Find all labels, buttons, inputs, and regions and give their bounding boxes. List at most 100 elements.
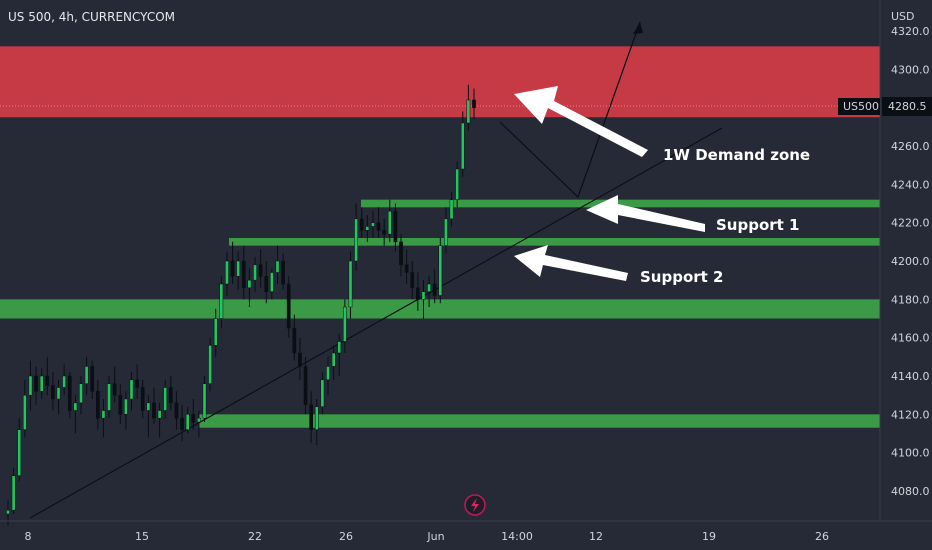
trendlines-layer bbox=[0, 21, 880, 519]
demand-arrow[interactable] bbox=[514, 86, 648, 157]
support-zone-4[interactable] bbox=[199, 414, 880, 428]
candle-body[interactable] bbox=[326, 366, 330, 381]
candle-body[interactable] bbox=[202, 383, 207, 419]
candle-body[interactable] bbox=[298, 352, 302, 367]
time-tick-label: 12 bbox=[589, 530, 603, 543]
candle-body[interactable] bbox=[343, 306, 347, 342]
candle-body[interactable] bbox=[101, 410, 106, 419]
candle-body[interactable] bbox=[399, 241, 403, 266]
candle-body[interactable] bbox=[219, 283, 224, 319]
candle-body[interactable] bbox=[191, 414, 196, 423]
candle-body[interactable] bbox=[129, 379, 134, 400]
candle-body[interactable] bbox=[337, 341, 342, 354]
candle-body[interactable] bbox=[416, 287, 420, 300]
candle-body[interactable] bbox=[73, 402, 78, 411]
price-tick-label: 4200.0 bbox=[891, 255, 930, 268]
candle-body[interactable] bbox=[286, 283, 291, 329]
candle-body[interactable] bbox=[185, 414, 190, 430]
candle-body[interactable] bbox=[208, 345, 212, 384]
candle-body[interactable] bbox=[354, 218, 358, 262]
candle-body[interactable] bbox=[460, 122, 465, 170]
candle-body[interactable] bbox=[124, 398, 128, 415]
candle-body[interactable] bbox=[236, 260, 241, 277]
candle-body[interactable] bbox=[387, 210, 392, 235]
candle-body[interactable] bbox=[225, 260, 229, 285]
candle-body[interactable] bbox=[67, 375, 72, 411]
candle-body[interactable] bbox=[348, 260, 353, 308]
candle-body[interactable] bbox=[264, 276, 269, 292]
candle-body[interactable] bbox=[56, 387, 61, 400]
candle-body[interactable] bbox=[247, 279, 252, 289]
candle-body[interactable] bbox=[62, 375, 66, 388]
candle-body[interactable] bbox=[432, 283, 437, 296]
candle-body[interactable] bbox=[438, 245, 443, 296]
candle-body[interactable] bbox=[410, 272, 415, 289]
candle-body[interactable] bbox=[303, 366, 308, 405]
candle-body[interactable] bbox=[292, 327, 297, 354]
candle-body[interactable] bbox=[253, 264, 257, 281]
candle-body[interactable] bbox=[84, 366, 89, 384]
support-zone-2[interactable] bbox=[229, 238, 880, 246]
candle-body[interactable] bbox=[314, 406, 319, 430]
candle-body[interactable] bbox=[11, 475, 16, 511]
candle-body[interactable] bbox=[34, 375, 38, 392]
candle-body[interactable] bbox=[309, 404, 314, 430]
candle-body[interactable] bbox=[365, 226, 370, 231]
candle-body[interactable] bbox=[455, 168, 460, 200]
candle-body[interactable] bbox=[6, 509, 10, 515]
candle-body[interactable] bbox=[107, 383, 111, 411]
candle-body[interactable] bbox=[174, 402, 179, 419]
candle-body[interactable] bbox=[359, 218, 364, 231]
demand-zone-0[interactable] bbox=[0, 46, 880, 118]
candle-body[interactable] bbox=[79, 383, 83, 404]
candle-body[interactable] bbox=[168, 387, 173, 404]
candle-body[interactable] bbox=[163, 387, 168, 411]
candle-body[interactable] bbox=[157, 410, 162, 419]
candle-body[interactable] bbox=[320, 379, 325, 407]
candle-body[interactable] bbox=[466, 99, 471, 124]
candle-body[interactable] bbox=[241, 260, 246, 289]
candle-body[interactable] bbox=[28, 375, 33, 396]
candle-body[interactable] bbox=[376, 222, 381, 231]
candle-body[interactable] bbox=[371, 222, 375, 227]
projection-path[interactable] bbox=[499, 21, 641, 199]
candle-body[interactable] bbox=[95, 391, 100, 419]
candle-body[interactable] bbox=[393, 210, 398, 243]
candle-body[interactable] bbox=[421, 291, 426, 300]
ascending-trendline[interactable] bbox=[29, 127, 723, 519]
projection-arrowhead bbox=[633, 22, 643, 34]
candle-body[interactable] bbox=[90, 366, 95, 392]
candle-body[interactable] bbox=[427, 283, 431, 292]
candle-body[interactable] bbox=[22, 394, 27, 430]
price-axis-panel[interactable] bbox=[880, 0, 932, 550]
candle-body[interactable] bbox=[258, 264, 263, 277]
candle-body[interactable] bbox=[140, 387, 145, 411]
candle-body[interactable] bbox=[230, 260, 235, 277]
candle-body[interactable] bbox=[444, 218, 448, 246]
candle-body[interactable] bbox=[404, 264, 409, 273]
candle-body[interactable] bbox=[118, 394, 123, 415]
candle-body[interactable] bbox=[281, 260, 285, 285]
price-tick-label: 4160.0 bbox=[891, 332, 930, 345]
candle-body[interactable] bbox=[180, 417, 184, 430]
candle-body[interactable] bbox=[331, 352, 336, 367]
candle-body[interactable] bbox=[45, 375, 50, 386]
candle-body[interactable] bbox=[472, 99, 476, 108]
support2-arrow[interactable] bbox=[514, 245, 628, 281]
candle-body[interactable] bbox=[51, 385, 55, 400]
candle-body[interactable] bbox=[275, 260, 280, 273]
support1-arrow[interactable] bbox=[586, 195, 705, 232]
candle-body[interactable] bbox=[270, 272, 274, 292]
support-zone-1[interactable] bbox=[361, 199, 880, 208]
candle-body[interactable] bbox=[197, 417, 201, 423]
candle-body[interactable] bbox=[449, 199, 454, 220]
candle-body[interactable] bbox=[146, 402, 151, 411]
candle-body[interactable] bbox=[17, 429, 22, 476]
candle-body[interactable] bbox=[152, 402, 156, 419]
candle-body[interactable] bbox=[382, 230, 387, 235]
candle-body[interactable] bbox=[213, 318, 218, 346]
candle-body[interactable] bbox=[135, 379, 139, 388]
candle-body[interactable] bbox=[112, 383, 117, 396]
candle-body[interactable] bbox=[39, 375, 44, 392]
